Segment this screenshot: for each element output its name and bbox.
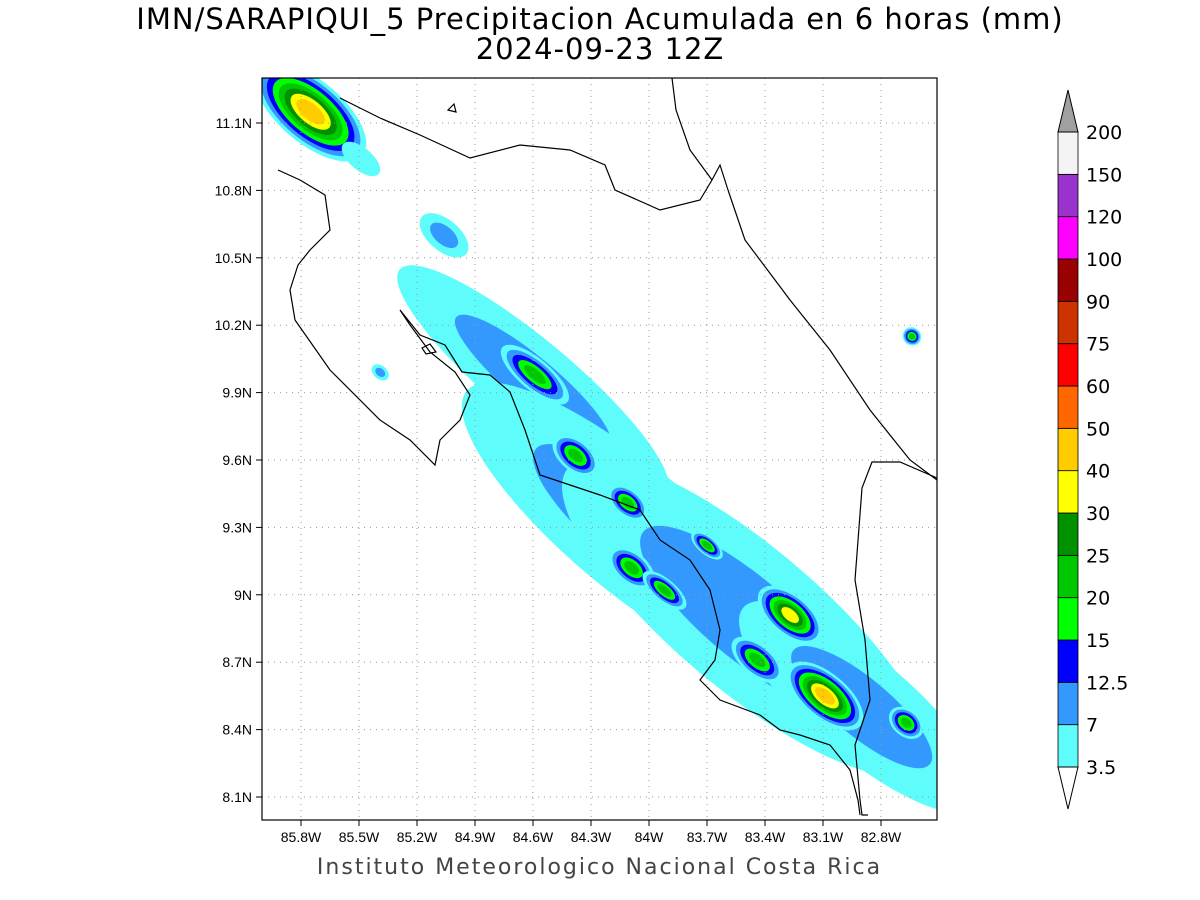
y-tick-label: 10.2N [215,317,252,333]
precip-contour-3.5 [341,141,381,177]
x-tick-label: 85.2W [397,829,438,845]
precip-contour-7 [430,222,459,249]
colorbar-box [1057,131,1079,175]
colorbar-label: 200 [1086,122,1122,144]
colorbar-box [1057,258,1079,302]
y-tick-label: 10.8N [215,182,252,198]
y-tick-label: 8.7N [222,654,252,670]
y-tick-label: 9N [234,587,252,603]
x-tick-label: 85.8W [281,829,322,845]
y-tick-label: 11.1N [216,115,252,131]
lake-shore [671,78,713,181]
colorbar-label: 150 [1086,164,1122,186]
colorbar-label: 7 [1086,715,1098,737]
y-tick-label: 9.3N [222,519,252,535]
colorbar-box [1057,300,1079,345]
colorbar-label: 50 [1086,418,1110,440]
colorbar-box [1057,385,1079,429]
map-subtitle: 2024-09-23 12Z [475,32,725,66]
colorbar-label: 12.5 [1086,672,1128,694]
lake-islet [446,102,457,113]
caribbean-coast [727,189,937,481]
nicaragua-border [339,97,729,211]
map-title: IMN/SARAPIQUI_5 Precipitacion Acumulada … [136,2,1064,36]
x-tick-label: 84.6W [513,829,554,845]
precip-contour-40 [815,687,835,705]
colorbar-box [1057,512,1079,556]
y-tick-label: 8.1N [222,789,252,805]
colorbar-box [1057,470,1079,514]
precip-contour-30 [781,607,799,623]
colorbar-box [1057,597,1079,641]
precip-contour-7 [375,367,386,378]
x-tick-label: 83.7W [687,829,728,845]
pacific-coast [277,169,861,816]
x-tick-label: 85.5W [339,829,380,845]
colorbar-box [1057,216,1079,260]
colorbar-label: 90 [1086,291,1110,313]
colorbar-label: 40 [1086,461,1110,483]
colorbar-top-triangle [1057,89,1079,133]
y-tick-label: 9.9N [222,385,252,401]
precipitation-field [262,78,937,814]
y-tick-label: 10.5N [215,250,252,266]
colorbar-label: 100 [1086,249,1122,271]
coastlines [277,78,937,816]
precip-contour-20 [621,496,635,509]
panama-border [854,461,937,816]
x-tick-label: 83.4W [745,829,786,845]
y-tick-label: 8.4N [222,722,252,738]
colorbar-box [1057,343,1079,387]
gulf-islet [421,343,438,355]
precip-contour-20 [900,717,912,729]
precip-contour-20 [524,365,546,385]
x-tick-label: 84.3W [571,829,612,845]
colorbar-box [1057,681,1079,726]
colorbar-label: 15 [1086,630,1110,652]
colorbar-box [1057,427,1079,472]
y-tick-label: 9.6N [222,452,252,468]
precip-contour-40 [296,99,325,125]
footer-credit: Instituto Meteorologico Nacional Costa R… [316,855,883,880]
colorbar-box [1057,173,1079,218]
x-axis: 85.8W 85.5W 85.2W 84.9W 84.6W 84.3W 84W 83.7W 83… [281,820,902,845]
precip-contour-20 [908,333,915,340]
map-frame [261,77,938,821]
y-axis: 11.1N 10.8N 10.5N 10.2N 9.9N 9.6N 9.3N 9N 8.7N 8.… [215,115,262,805]
precip-contour-20 [624,561,639,575]
colorbar-label: 75 [1086,334,1110,356]
colorbar-label: 30 [1086,503,1110,525]
colorbar-box [1057,724,1079,768]
colorbar-label: 20 [1086,588,1110,610]
colorbar-box [1057,639,1079,683]
precip-contour-20 [749,652,766,668]
colorbar-label: 60 [1086,376,1110,398]
grid-lines [262,78,937,820]
x-tick-label: 83.1W [803,829,844,845]
colorbar-label: 25 [1086,545,1110,567]
colorbar-bottom-triangle [1057,766,1079,810]
colorbar-box [1057,554,1079,599]
colorbar-label: 120 [1086,207,1122,229]
x-tick-label: 82.8W [861,829,902,845]
precip-contour-20 [701,540,713,550]
colorbar-label: 3.5 [1086,757,1116,779]
x-tick-label: 84.9W [455,829,496,845]
x-tick-label: 84W [635,829,665,845]
precip-contour-20 [568,448,583,463]
colorbar: 3.5 7 12.5 15 20 25 30 40 50 60 75 90 100 120 150 200 [1057,89,1128,810]
precip-contour-20 [657,584,672,597]
